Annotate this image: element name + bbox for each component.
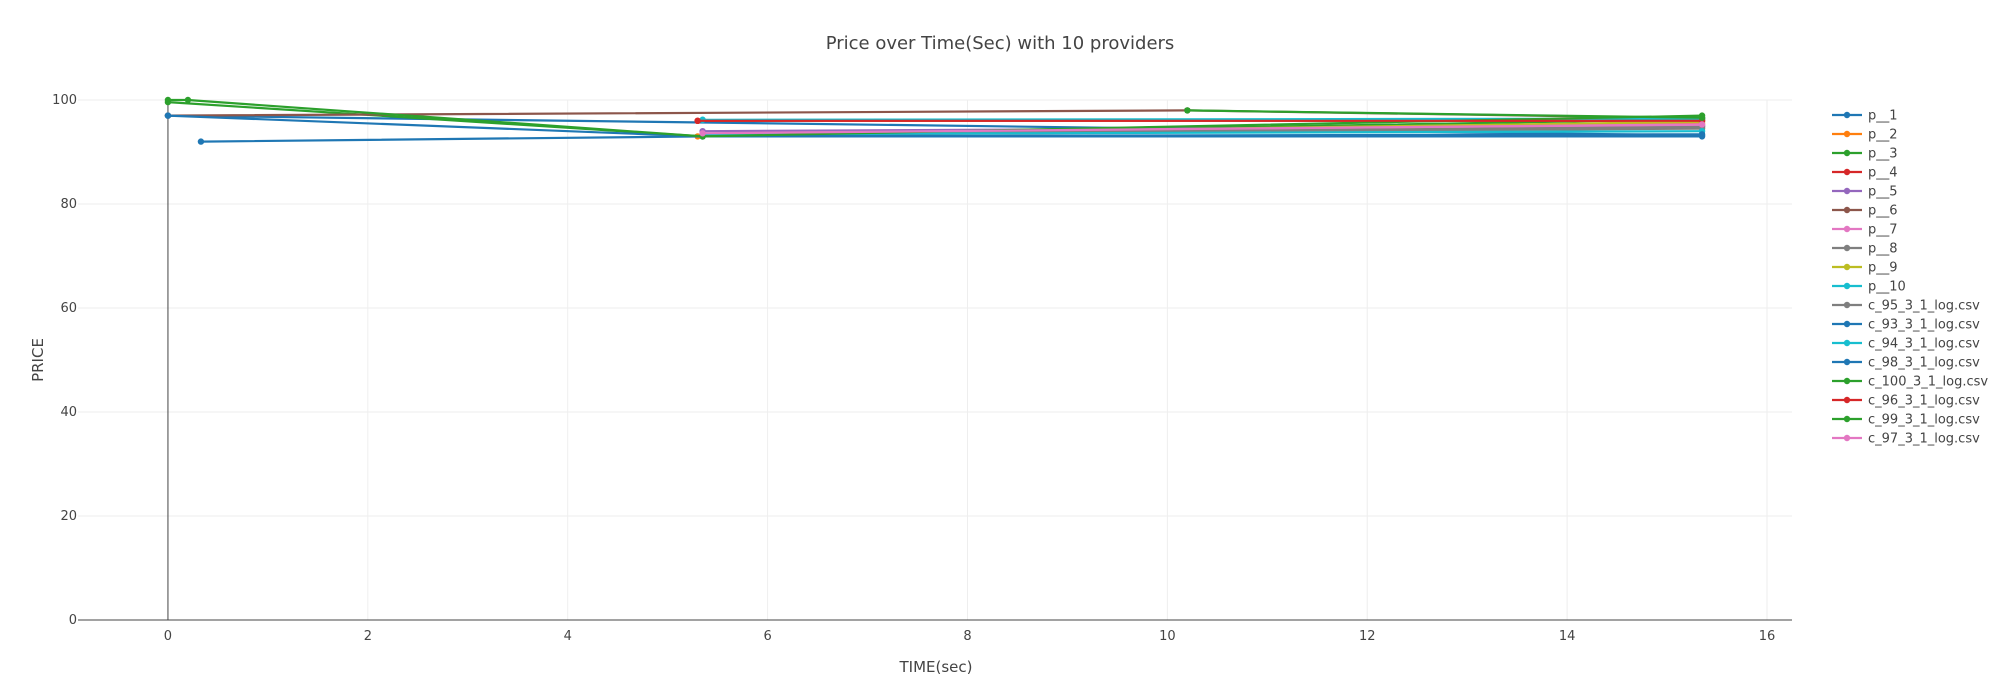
x-tick-label: 14 (1559, 629, 1576, 644)
data-point (164, 96, 172, 104)
legend-swatch-marker (1843, 149, 1851, 157)
legend-swatch-marker (1843, 168, 1851, 176)
x-tick-label: 8 (963, 629, 971, 644)
legend-swatch-marker (1843, 282, 1851, 290)
x-tick-label: 0 (164, 629, 172, 644)
data-point (184, 96, 192, 104)
x-tick-label: 4 (564, 629, 572, 644)
legend-item[interactable]: p__3 (1832, 147, 1898, 162)
x-tick-label: 2 (364, 629, 372, 644)
y-tick-label: 40 (60, 405, 77, 420)
x-tick-label: 10 (1159, 629, 1176, 644)
data-point (197, 138, 205, 145)
series-line (1187, 109, 1703, 119)
y-tick-label: 60 (60, 301, 77, 316)
chart-title: Price over Time(Sec) with 10 providers (826, 33, 1175, 54)
legend-label: p__2 (1868, 128, 1898, 143)
legend-label: c_96_3_1_log.csv (1868, 394, 1980, 409)
legend-swatch-marker (1843, 415, 1851, 423)
legend-item[interactable]: c_97_3_1_log.csv (1832, 432, 1980, 447)
legend-swatch-marker (1843, 320, 1851, 328)
series-line (200, 135, 1703, 143)
legend-swatch-marker (1843, 396, 1851, 404)
legend-swatch-marker (1843, 434, 1851, 442)
y-tick-label: 0 (69, 613, 77, 628)
legend-label: p__1 (1868, 109, 1898, 124)
series-c_97_3_1_log.csv (699, 121, 1706, 137)
legend-label: p__8 (1868, 242, 1898, 257)
data-point (1698, 121, 1706, 128)
x-axis-title: TIME(sec) (898, 658, 972, 676)
legend-label: p__6 (1868, 204, 1898, 219)
legend-label: p__9 (1868, 261, 1898, 276)
legend-item[interactable]: p__2 (1832, 128, 1898, 143)
legend-item[interactable]: c_96_3_1_log.csv (1832, 394, 1980, 409)
legend-label: c_98_3_1_log.csv (1868, 356, 1980, 371)
legend-label: p__4 (1868, 166, 1898, 181)
legend-label: p__3 (1868, 147, 1898, 162)
data-point (1698, 114, 1706, 121)
x-tick-label: 12 (1359, 629, 1376, 644)
legend-item[interactable]: p__6 (1832, 204, 1898, 219)
grid (78, 99, 1792, 620)
data-point (1698, 131, 1706, 138)
legend-swatch-marker (1843, 301, 1851, 309)
legend-item[interactable]: c_99_3_1_log.csv (1832, 413, 1980, 428)
legend-swatch-marker (1843, 206, 1851, 214)
legend-label: c_93_3_1_log.csv (1868, 318, 1980, 333)
data-point (164, 112, 172, 119)
data-point (699, 130, 706, 137)
series-layer (164, 96, 1706, 145)
series-line (702, 123, 1703, 135)
legend-item[interactable]: p__4 (1832, 166, 1898, 181)
legend-swatch-marker (1843, 339, 1851, 347)
legend-swatch-marker (1843, 187, 1851, 195)
legend-item[interactable]: p__9 (1832, 261, 1898, 276)
legend-swatch-marker (1843, 225, 1851, 233)
data-point (1184, 107, 1191, 114)
x-tick-label: 16 (1759, 629, 1776, 644)
series-c_99_3_1_log.csv (1184, 107, 1706, 121)
legend-item[interactable]: c_95_3_1_log.csv (1832, 299, 1980, 314)
y-tick-label: 100 (52, 93, 77, 108)
legend-item[interactable]: c_93_3_1_log.csv (1832, 318, 1980, 333)
legend-swatch-marker (1843, 130, 1851, 138)
data-point (694, 117, 701, 125)
x-tick-label: 6 (763, 629, 771, 644)
legend-item[interactable]: p__5 (1832, 185, 1898, 200)
legend-swatch-marker (1843, 263, 1851, 271)
legend-swatch-marker (1843, 111, 1851, 119)
legend-swatch-marker (1843, 358, 1851, 366)
y-tick-label: 20 (60, 509, 77, 524)
legend-item[interactable]: c_100_3_1_log.csv (1832, 375, 1988, 390)
legend-item[interactable]: c_98_3_1_log.csv (1832, 356, 1980, 371)
legend-label: p__7 (1868, 223, 1898, 238)
legend-item[interactable]: p__10 (1832, 280, 1906, 295)
legend-label: c_100_3_1_log.csv (1868, 375, 1988, 390)
legend-label: c_97_3_1_log.csv (1868, 432, 1980, 447)
legend-item[interactable]: p__1 (1832, 109, 1898, 124)
legend-item[interactable]: p__7 (1832, 223, 1898, 238)
legend-label: p__10 (1868, 280, 1906, 295)
legend-swatch-marker (1843, 244, 1851, 252)
legend-item[interactable]: c_94_3_1_log.csv (1832, 337, 1980, 352)
legend-item[interactable]: p__8 (1832, 242, 1898, 257)
axes: 0 2 4 6 8 10 12 14 16 0 20 40 60 80 100 (52, 93, 1792, 644)
legend[interactable]: p__1 p__2 p__3 p__4 p__5 p__6 p__7 p__8 p__9 p__1… (1832, 109, 1988, 447)
legend-label: c_99_3_1_log.csv (1868, 413, 1980, 428)
legend-label: p__5 (1868, 185, 1898, 200)
series-line (167, 98, 1703, 138)
y-tick-label: 80 (60, 197, 77, 212)
y-axis-title: PRICE (29, 338, 47, 382)
legend-swatch-marker (1843, 377, 1851, 385)
legend-label: c_94_3_1_log.csv (1868, 337, 1980, 352)
legend-label: c_95_3_1_log.csv (1868, 299, 1980, 314)
